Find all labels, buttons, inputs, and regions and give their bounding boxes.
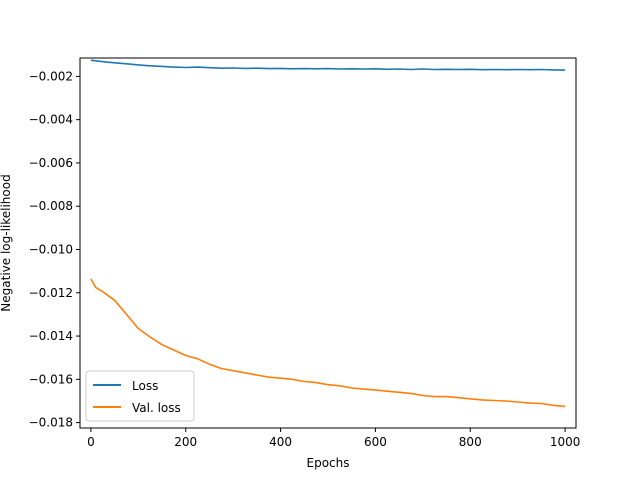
series-layer bbox=[90, 59, 566, 408]
y-tick-label: −0.018 bbox=[29, 416, 73, 430]
x-axis: 0 200 400 600 800 1000 bbox=[87, 428, 580, 449]
legend-box bbox=[85, 370, 195, 422]
x-axis-label: Epochs bbox=[307, 456, 350, 470]
plot-area-frame bbox=[79, 57, 577, 429]
x-tick-label: 1000 bbox=[550, 435, 581, 449]
series-line-loss bbox=[90, 59, 566, 71]
legend-label-val-loss: Val. loss bbox=[132, 401, 181, 415]
x-tick-label: 200 bbox=[174, 435, 197, 449]
y-tick-label: −0.010 bbox=[29, 242, 73, 256]
x-tick-label: 600 bbox=[364, 435, 387, 449]
series-line-val-loss bbox=[90, 278, 566, 408]
y-tick-label: −0.004 bbox=[29, 113, 73, 127]
y-tick-label: −0.002 bbox=[29, 69, 73, 83]
y-tick-label: −0.008 bbox=[29, 199, 73, 213]
x-tick-label: 400 bbox=[269, 435, 292, 449]
y-tick-label: −0.012 bbox=[29, 286, 73, 300]
y-tick-label: −0.006 bbox=[29, 156, 73, 170]
y-axis-label: Negative log-likelihood bbox=[0, 174, 13, 311]
y-tick-label: −0.016 bbox=[29, 372, 73, 386]
x-tick-label: 800 bbox=[459, 435, 482, 449]
y-axis: −0.018 −0.016 −0.014 −0.012 −0.010 −0.008 −0.0… bbox=[29, 69, 80, 430]
legend-label-loss: Loss bbox=[132, 379, 158, 393]
y-tick-label: −0.014 bbox=[29, 329, 73, 343]
legend: Loss Val. loss bbox=[85, 370, 195, 422]
x-tick-label: 0 bbox=[87, 435, 95, 449]
